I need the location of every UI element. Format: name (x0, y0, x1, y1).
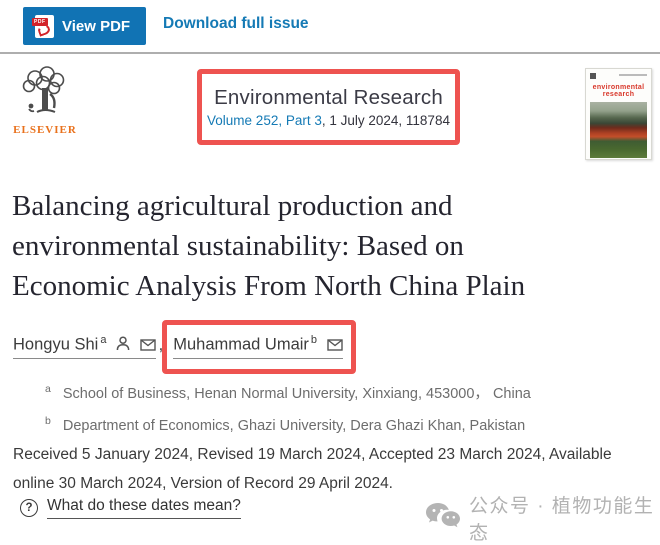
journal-issue-line: Volume 252, Part 3, 1 July 2024, 118784 (207, 113, 450, 128)
volume-issue-link[interactable]: Volume 252, Part 3 (207, 113, 322, 128)
cover-top-rule (619, 74, 647, 76)
email-icon[interactable] (326, 337, 343, 356)
author-separator: , (158, 335, 164, 354)
affiliation-a: a School of Business, Henan Normal Univer… (45, 383, 531, 402)
issue-date-info: , 1 July 2024, 118784 (321, 113, 450, 128)
journal-annotation-box: Environmental Research Volume 252, Part … (197, 69, 460, 145)
elsevier-logo-link[interactable]: ELSEVIER (10, 66, 80, 136)
article-dates: Received 5 January 2024, Revised 19 Marc… (13, 446, 612, 492)
author-list: Hongyu Shi a , Muhammad Umair b (13, 320, 356, 374)
dates-help-label: What do these dates mean? (47, 497, 241, 519)
journal-cover-thumbnail[interactable]: environmental research (585, 68, 652, 160)
cover-publisher-mark (590, 73, 596, 79)
view-pdf-label: View PDF (62, 17, 131, 35)
question-icon: ? (20, 499, 38, 517)
person-icon (116, 335, 130, 356)
cover-journal-title: environmental research (592, 84, 645, 98)
wechat-watermark: 公众号 · 植物功能生态 (425, 491, 660, 545)
author-annotation-box: Muhammad Umair b (162, 320, 356, 374)
cover-photo (590, 102, 647, 158)
affiliation-list: a School of Business, Henan Normal Univer… (45, 376, 531, 440)
dates-help-link[interactable]: ? What do these dates mean? (20, 497, 241, 519)
download-full-issue-link[interactable]: Download full issue (163, 15, 309, 32)
elsevier-tree-icon (17, 66, 73, 122)
journal-title-link[interactable]: Environmental Research (214, 86, 443, 109)
toolbar-divider (0, 52, 660, 54)
article-title: Balancing agricultural production and en… (12, 190, 526, 302)
elsevier-wordmark: ELSEVIER (13, 124, 77, 136)
email-icon[interactable] (139, 337, 156, 356)
pdf-icon: PDF (32, 14, 54, 38)
cover-header (590, 73, 647, 80)
wechat-watermark-text: 公众号 · 植物功能生态 (469, 496, 655, 544)
affiliation-b: b Department of Economics, Ghazi Universi… (45, 414, 526, 434)
toolbar: PDF View PDF Download full issue (0, 0, 660, 52)
wechat-icon (425, 501, 461, 536)
author-link-hongyu-shi[interactable]: Hongyu Shi a (13, 334, 156, 359)
author-link-muhammad-umair[interactable]: Muhammad Umair b (173, 334, 343, 359)
view-pdf-button[interactable]: PDF View PDF (23, 7, 147, 45)
